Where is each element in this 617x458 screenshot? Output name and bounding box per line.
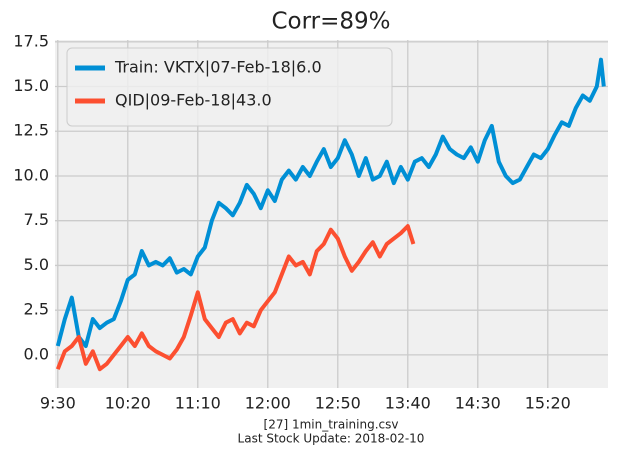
x-tick-label: 12:50 <box>315 394 361 413</box>
series-line <box>55 57 606 348</box>
y-tick-label: 7.5 <box>24 210 49 229</box>
legend-box <box>66 47 393 127</box>
y-tick-label: 17.5 <box>13 31 49 50</box>
x-tick-label: 13:40 <box>385 394 431 413</box>
legend-label: Train: VKTX|07-Feb-18|6.0 <box>114 58 322 77</box>
y-tick-label: 2.5 <box>24 300 49 319</box>
y-tick-label: 10.0 <box>13 165 49 184</box>
x-tick-label: 10:20 <box>105 394 151 413</box>
x-tick-label: 11:10 <box>175 394 221 413</box>
y-tick-label: 15.0 <box>13 76 49 95</box>
y-tick-label: 0.0 <box>24 344 49 363</box>
legend: Train: VKTX|07-Feb-18|6.0 QID|09-Feb-18|4… <box>66 47 393 127</box>
x-tick-label: 9:30 <box>40 394 76 413</box>
series-line <box>55 224 416 372</box>
y-tick-label: 5.0 <box>24 255 49 274</box>
x-tick-label: 12:00 <box>245 394 291 413</box>
chart-title: Corr=89% <box>271 9 390 35</box>
x-tick-label: 15:20 <box>525 394 571 413</box>
y-tick-label: 12.5 <box>13 121 49 140</box>
footnote: Last Stock Update: 2018-02-10 <box>238 432 425 446</box>
footnote: [27] 1min_training.csv <box>264 418 399 432</box>
x-tick-label: 14:30 <box>455 394 501 413</box>
legend-label: QID|09-Feb-18|43.0 <box>115 91 272 110</box>
